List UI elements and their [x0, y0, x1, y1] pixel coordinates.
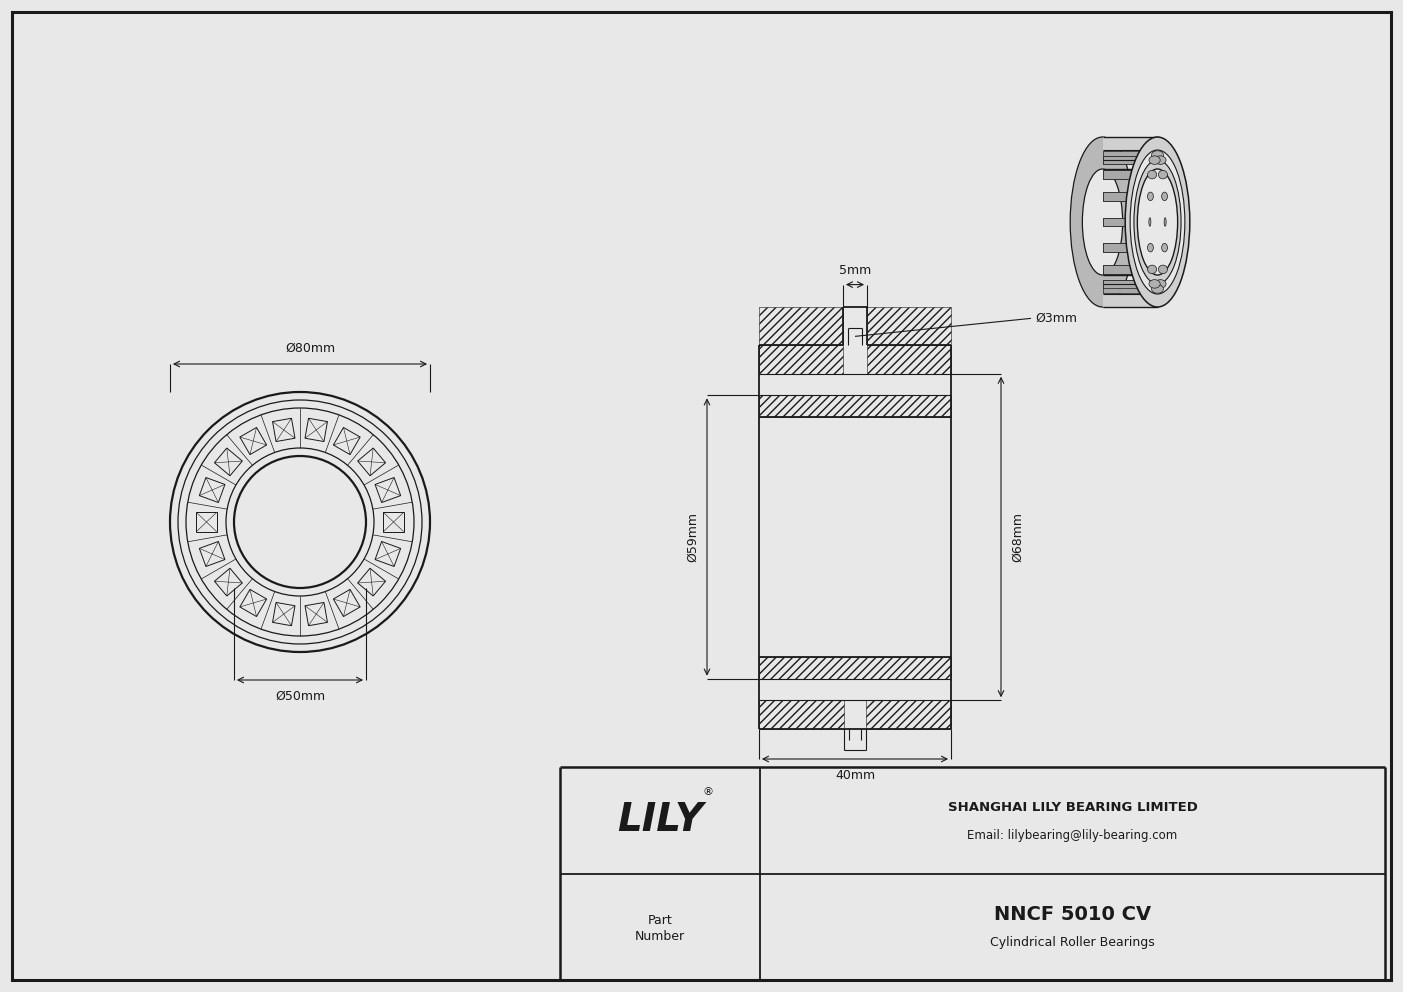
Text: Ø59mm: Ø59mm — [686, 512, 699, 562]
Bar — [759, 396, 951, 417]
Text: Ø50mm: Ø50mm — [275, 690, 325, 703]
Text: Ø3mm: Ø3mm — [1035, 311, 1078, 324]
Ellipse shape — [1138, 169, 1177, 275]
Ellipse shape — [1148, 192, 1153, 200]
Polygon shape — [1103, 280, 1157, 288]
Polygon shape — [1103, 156, 1157, 165]
Bar — [866, 700, 951, 729]
Text: Ø68mm: Ø68mm — [1012, 512, 1024, 562]
Ellipse shape — [1149, 280, 1160, 288]
Polygon shape — [1103, 243, 1157, 252]
Text: SHANGHAI LILY BEARING LIMITED: SHANGHAI LILY BEARING LIMITED — [947, 801, 1197, 813]
Polygon shape — [1103, 265, 1157, 274]
Ellipse shape — [1125, 137, 1190, 307]
Polygon shape — [1103, 294, 1157, 307]
Ellipse shape — [1162, 243, 1167, 252]
Polygon shape — [1103, 192, 1157, 200]
Ellipse shape — [1159, 265, 1167, 274]
Bar — [759, 345, 843, 374]
Ellipse shape — [1149, 156, 1160, 165]
Bar — [867, 345, 951, 374]
Ellipse shape — [1162, 192, 1167, 200]
Bar — [867, 307, 951, 345]
Polygon shape — [1103, 285, 1157, 294]
Polygon shape — [1103, 218, 1157, 226]
Ellipse shape — [1148, 265, 1156, 274]
Polygon shape — [1103, 192, 1157, 200]
Text: Ø80mm: Ø80mm — [285, 342, 335, 355]
Polygon shape — [1103, 280, 1157, 288]
Ellipse shape — [1070, 137, 1135, 307]
Polygon shape — [1103, 218, 1157, 226]
Bar — [759, 657, 951, 679]
Ellipse shape — [1152, 285, 1163, 294]
Ellipse shape — [1149, 218, 1150, 226]
Ellipse shape — [1152, 151, 1163, 160]
Polygon shape — [1103, 171, 1157, 179]
Ellipse shape — [1155, 156, 1166, 165]
Polygon shape — [1103, 151, 1157, 160]
Ellipse shape — [1164, 218, 1166, 226]
Polygon shape — [1103, 156, 1157, 165]
Bar — [759, 700, 845, 729]
Ellipse shape — [1148, 243, 1153, 252]
Polygon shape — [1103, 265, 1157, 274]
Text: Part: Part — [648, 915, 672, 928]
Text: 5mm: 5mm — [839, 264, 871, 277]
Text: NNCF 5010 CV: NNCF 5010 CV — [993, 906, 1150, 925]
Ellipse shape — [1148, 171, 1156, 179]
Polygon shape — [1103, 243, 1157, 252]
Text: Email: lilybearing@lily-bearing.com: Email: lilybearing@lily-bearing.com — [968, 828, 1177, 842]
Text: LILY: LILY — [617, 802, 703, 839]
Ellipse shape — [1082, 169, 1122, 275]
Text: Cylindrical Roller Bearings: Cylindrical Roller Bearings — [991, 936, 1155, 949]
Text: Number: Number — [636, 930, 685, 943]
Polygon shape — [1103, 171, 1157, 179]
Ellipse shape — [1131, 150, 1186, 294]
Bar — [759, 307, 843, 345]
Ellipse shape — [1134, 160, 1181, 284]
Polygon shape — [1103, 137, 1157, 150]
Text: 40mm: 40mm — [835, 769, 875, 782]
Ellipse shape — [1159, 171, 1167, 179]
Text: ®: ® — [703, 788, 714, 798]
Ellipse shape — [1155, 280, 1166, 288]
